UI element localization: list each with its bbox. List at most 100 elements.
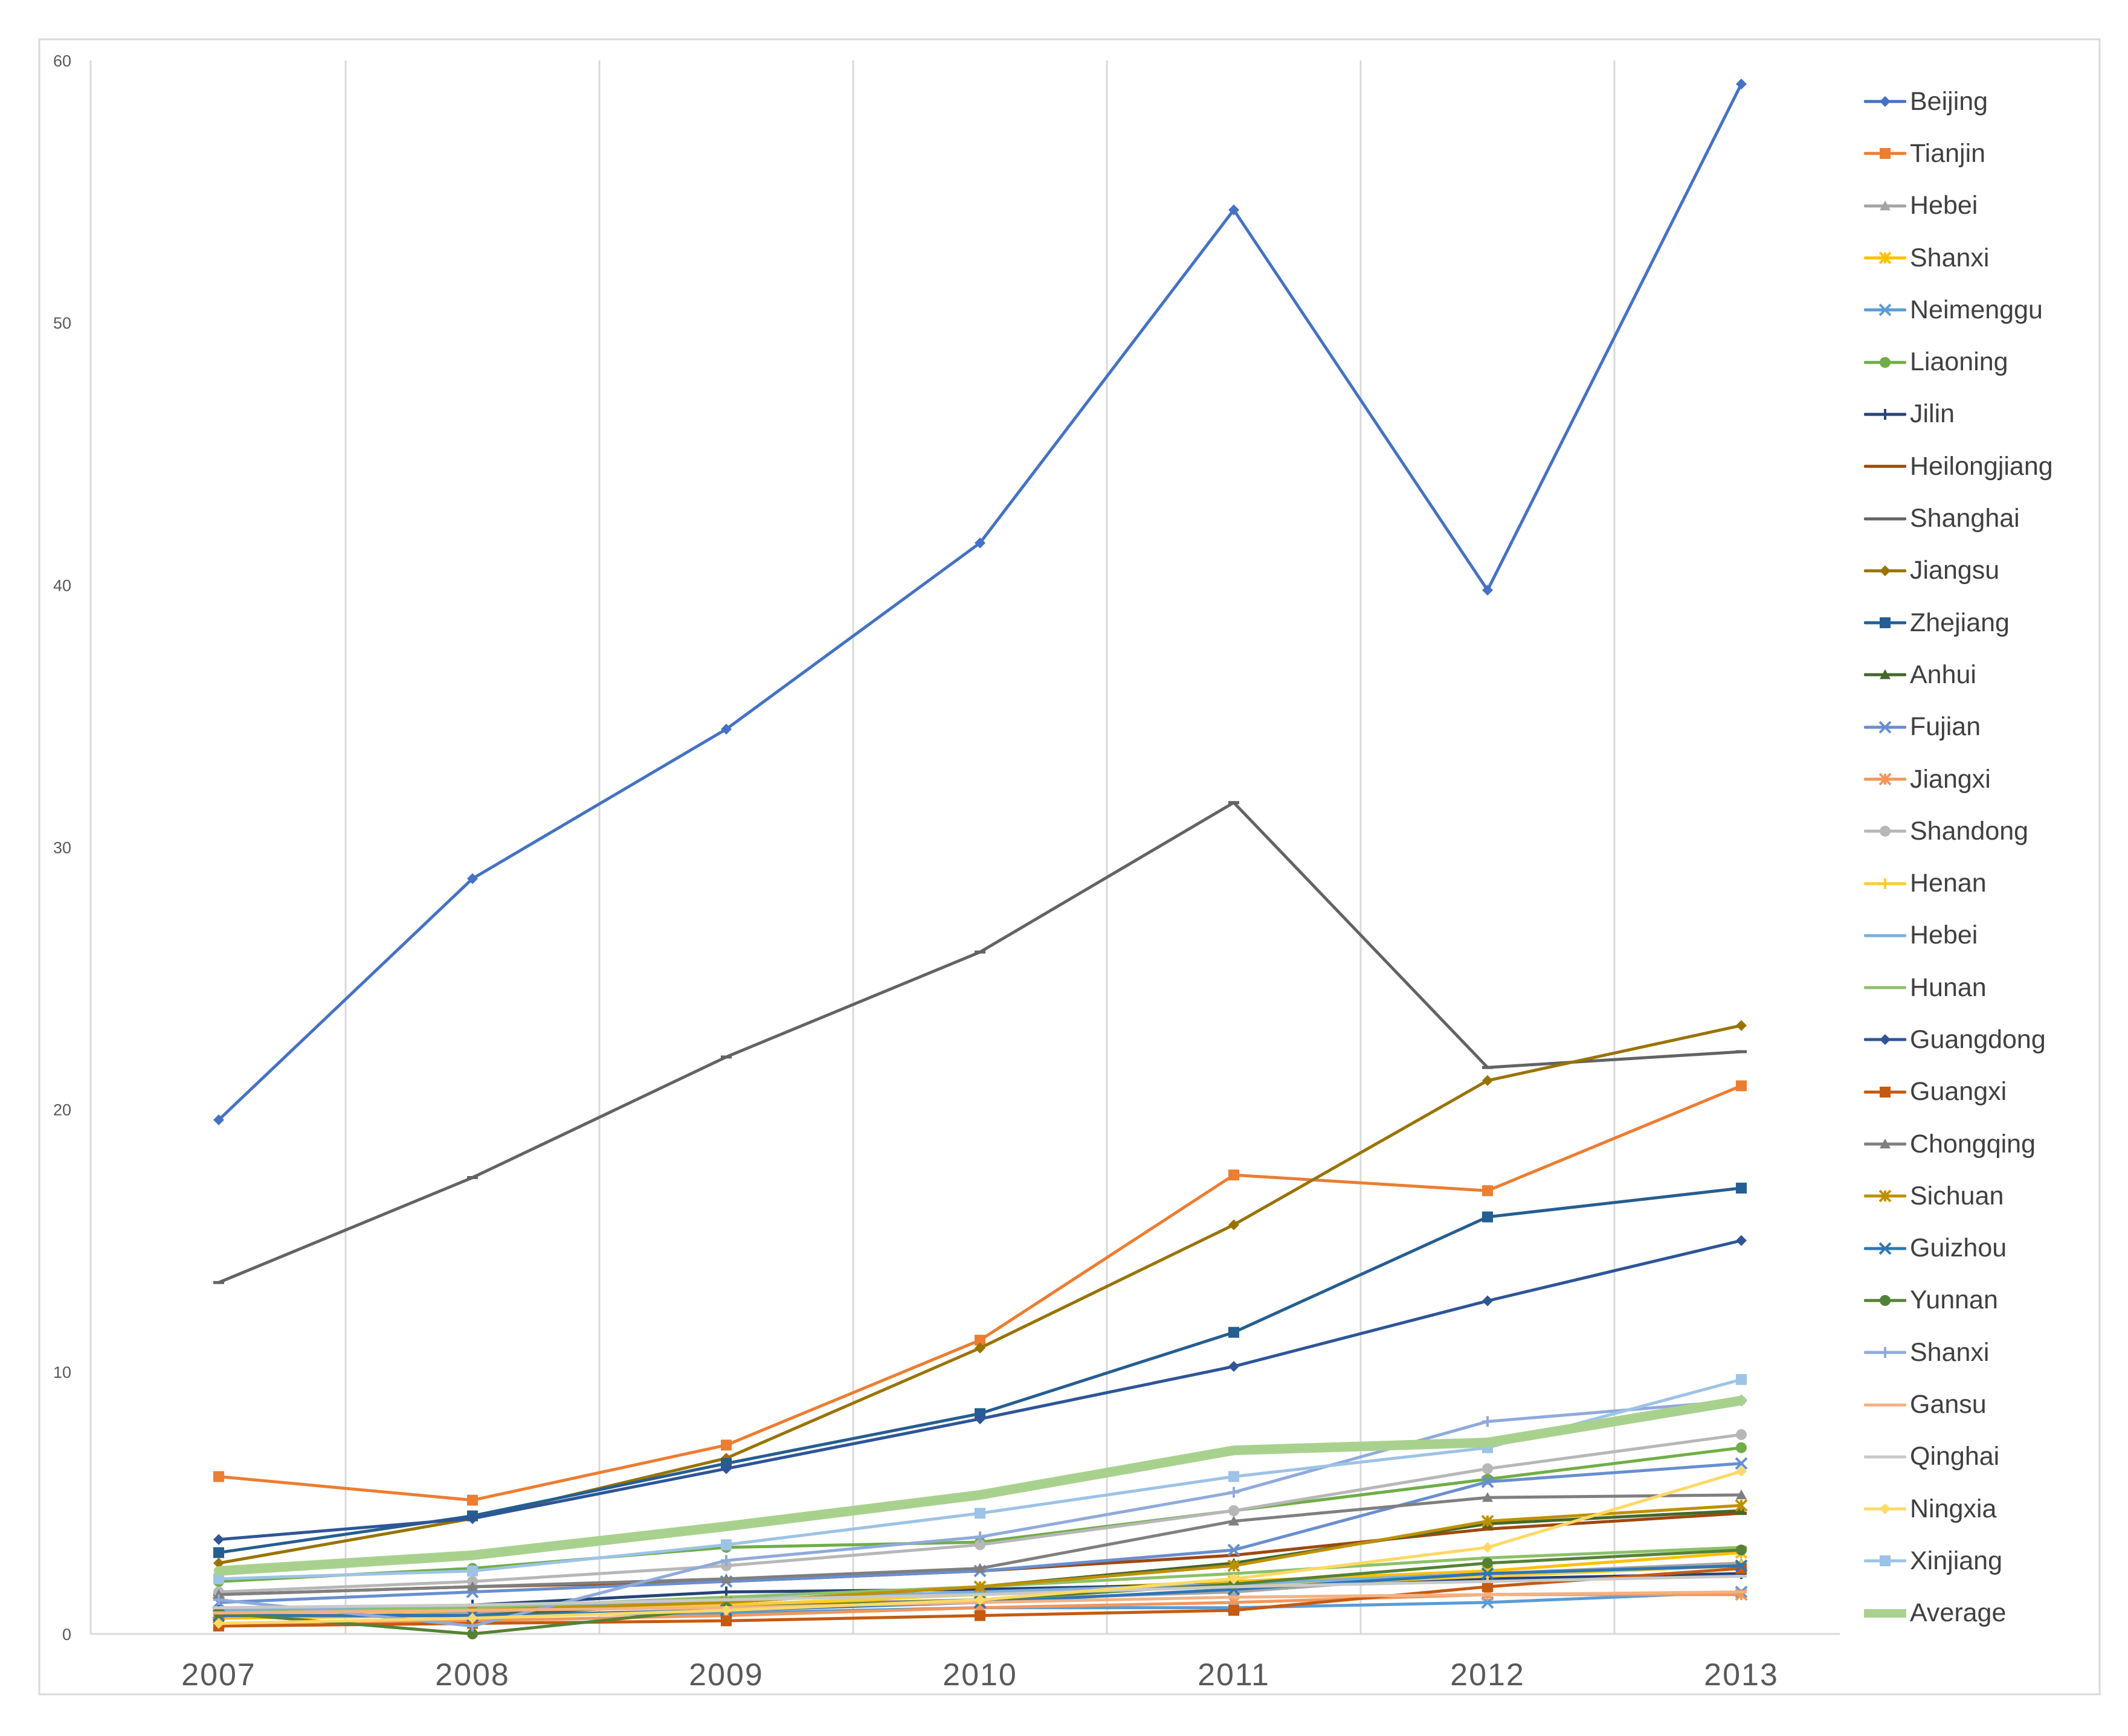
series-tianjin	[213, 1080, 1747, 1506]
legend-item: Jiangsu	[1864, 545, 2118, 597]
legend: Beijing Tianjin Hebei Shanxi Neimenggu Liaoni…	[1864, 76, 2118, 1639]
data-point	[1227, 1559, 1240, 1572]
data-point	[1228, 1505, 1239, 1516]
legend-item: Average	[1864, 1587, 2118, 1639]
data-point	[1736, 1374, 1747, 1385]
legend-swatch	[1864, 96, 1906, 108]
data-point	[721, 1439, 732, 1451]
data-point	[975, 1413, 985, 1424]
data-point	[1228, 1326, 1239, 1338]
legend-item: Hebei	[1864, 910, 2118, 962]
legend-item: Heilongjiang	[1864, 440, 2118, 492]
data-point	[975, 1508, 985, 1519]
legend-label: Chongqing	[1910, 1129, 2036, 1159]
data-point	[1880, 200, 1891, 210]
data-point	[1880, 826, 1891, 837]
data-point	[1736, 1429, 1747, 1441]
legend-label: Neimenggu	[1910, 295, 2043, 324]
legend-swatch	[1864, 517, 1906, 521]
data-point	[467, 1628, 478, 1639]
legend-label: Beijing	[1910, 86, 1988, 116]
legend-label: Jiangxi	[1910, 764, 1991, 794]
data-point	[1880, 96, 1891, 108]
legend-label: Sichuan	[1910, 1181, 2004, 1210]
legend-label: Anhui	[1910, 660, 1976, 689]
y-tick-label: 10	[53, 1363, 71, 1381]
legend-item: Guizhou	[1864, 1223, 2118, 1275]
data-point	[721, 1539, 732, 1551]
legend-label: Yunnan	[1910, 1285, 1998, 1315]
data-point	[1880, 878, 1891, 889]
legend-swatch	[1864, 1555, 1906, 1567]
data-point	[721, 1615, 732, 1627]
data-point	[1228, 1604, 1239, 1616]
x-tick-label: 2007	[181, 1657, 256, 1693]
data-point	[467, 1494, 478, 1506]
data-point	[1228, 1471, 1239, 1482]
data-point	[1880, 1139, 1891, 1149]
x-tick-label: 2009	[689, 1657, 764, 1693]
legend-swatch	[1864, 617, 1906, 629]
data-point	[1482, 1557, 1493, 1569]
legend-item: Beijing	[1864, 76, 2118, 127]
series-line	[214, 1395, 1746, 1576]
data-point	[721, 1463, 732, 1474]
data-point	[1878, 1189, 1892, 1203]
data-point	[213, 1114, 224, 1126]
legend-label: Shanxi	[1910, 243, 1990, 272]
series	[212, 79, 1748, 1639]
legend-swatch	[1864, 1455, 1906, 1459]
legend-label: Shandong	[1910, 816, 2029, 846]
legend-swatch	[1864, 1609, 1906, 1618]
data-point	[1735, 1457, 1748, 1470]
legend-item: Fujian	[1864, 701, 2118, 753]
legend-swatch	[1864, 1139, 1906, 1149]
legend-label: Liaoning	[1910, 347, 2008, 377]
legend-swatch	[1864, 1242, 1906, 1255]
legend-swatch	[1864, 408, 1906, 420]
data-point	[213, 1573, 224, 1584]
data-point	[467, 873, 478, 884]
legend-swatch	[1864, 669, 1906, 680]
data-point	[1878, 251, 1892, 265]
data-point	[1228, 1516, 1239, 1526]
legend-swatch	[1864, 878, 1906, 889]
legend-swatch	[1864, 1347, 1906, 1358]
data-point	[975, 537, 985, 548]
data-point	[973, 1580, 987, 1593]
data-point	[1481, 1514, 1494, 1528]
legend-item: Shandong	[1864, 805, 2118, 857]
data-point	[1736, 1545, 1747, 1556]
x-tick-label: 2013	[1704, 1657, 1779, 1693]
data-point	[1880, 1503, 1891, 1515]
legend-swatch	[1864, 1086, 1906, 1098]
y-tick-label: 60	[53, 52, 71, 70]
data-point	[1880, 1294, 1891, 1306]
data-point	[1736, 1465, 1747, 1477]
legend-item: Guangxi	[1864, 1066, 2118, 1118]
data-point	[721, 724, 732, 735]
legend-label: Heilongjiang	[1910, 451, 2053, 481]
legend-label: Qinghai	[1910, 1442, 2000, 1471]
data-point	[213, 1594, 224, 1606]
legend-label: Hebei	[1910, 191, 1978, 220]
data-point	[1880, 1347, 1891, 1358]
legend-swatch	[1864, 303, 1906, 317]
legend-item: Guangdong	[1864, 1014, 2118, 1066]
legend-swatch	[1864, 721, 1906, 734]
legend-label: Henan	[1910, 869, 1987, 898]
legend-item: Jilin	[1864, 388, 2118, 440]
data-point	[1878, 303, 1892, 317]
legend-label: Jilin	[1910, 399, 1955, 429]
data-point	[1735, 1559, 1748, 1572]
data-point	[1227, 1543, 1240, 1557]
legend-swatch	[1864, 986, 1906, 989]
series-guangdong	[213, 1235, 1747, 1545]
data-point	[1878, 721, 1892, 734]
data-point	[1482, 1295, 1493, 1307]
legend-label: Shanghai	[1910, 504, 2020, 533]
data-point	[1736, 1080, 1747, 1091]
data-point	[1880, 1555, 1891, 1567]
legend-label: Guangdong	[1910, 1024, 2046, 1054]
